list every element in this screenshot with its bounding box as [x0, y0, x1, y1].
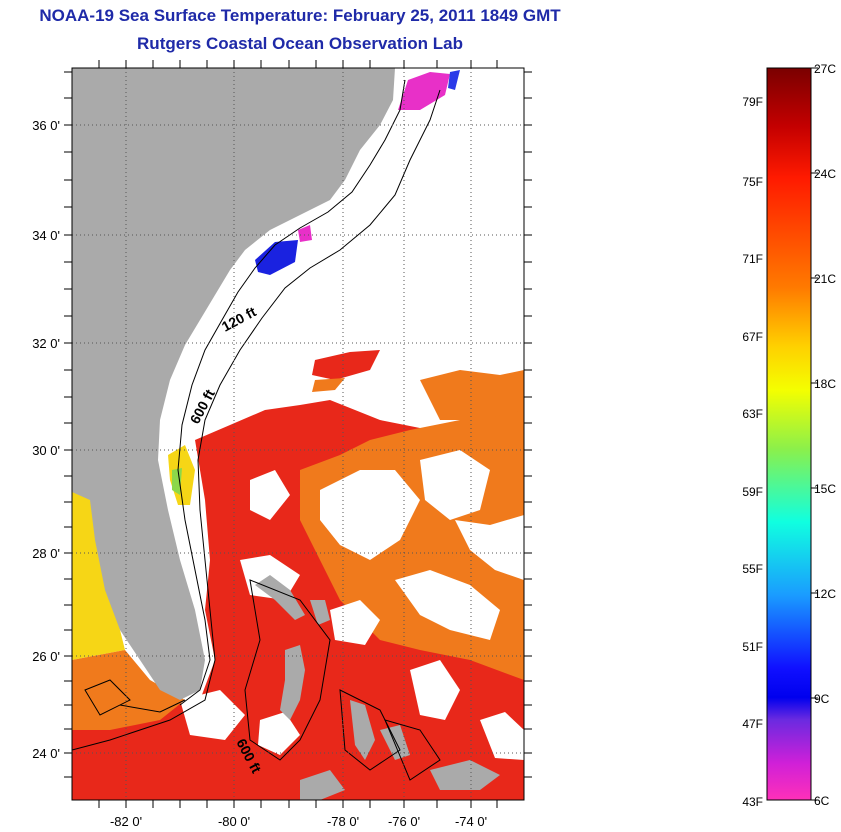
- map-ticks: [64, 60, 532, 808]
- celsius-label: 24C: [814, 167, 836, 181]
- lat-label: 26 0': [32, 649, 60, 664]
- map-frame: [71, 67, 525, 801]
- map-subtitle: Rutgers Coastal Ocean Observation Lab: [137, 34, 463, 53]
- fahrenheit-label: 75F: [742, 175, 763, 189]
- fahrenheit-label: 59F: [742, 485, 763, 499]
- celsius-label: 21C: [814, 272, 836, 286]
- map-gridlines: [72, 68, 524, 800]
- latitude-labels: 36 0' 34 0' 32 0' 30 0' 28 0' 26 0' 24 0…: [32, 118, 60, 761]
- lon-label: -78 0': [327, 814, 359, 829]
- celsius-label: 18C: [814, 377, 836, 391]
- celsius-label: 9C: [814, 692, 830, 706]
- cold-patch: [255, 240, 298, 275]
- lat-label: 24 0': [32, 746, 60, 761]
- lat-label: 28 0': [32, 546, 60, 561]
- colorbar-ticks: [811, 67, 818, 801]
- celsius-label: 12C: [814, 587, 836, 601]
- lon-label: -80 0': [218, 814, 250, 829]
- celsius-label: 15C: [814, 482, 836, 496]
- fahrenheit-label: 55F: [742, 562, 763, 576]
- fahrenheit-labels: 79F 75F 71F 67F 63F 59F 55F 51F 47F 43F: [742, 95, 763, 809]
- lon-label: -76 0': [388, 814, 420, 829]
- gulf-water-region: [72, 490, 125, 660]
- land-bahamas: [280, 645, 305, 720]
- lat-label: 30 0': [32, 443, 60, 458]
- fahrenheit-label: 79F: [742, 95, 763, 109]
- map-area: [72, 68, 524, 800]
- lon-label: -82 0': [110, 814, 142, 829]
- celsius-labels: 27C 24C 21C 18C 15C 12C 9C 6C: [814, 62, 836, 808]
- land-mainland: [72, 68, 395, 700]
- longitude-labels: -82 0' -80 0' -78 0' -76 0' -74 0': [110, 814, 487, 829]
- lat-label: 36 0': [32, 118, 60, 133]
- celsius-label: 6C: [814, 794, 830, 808]
- fahrenheit-label: 43F: [742, 795, 763, 809]
- magenta-patch: [398, 72, 450, 110]
- fahrenheit-label: 51F: [742, 640, 763, 654]
- map-title: NOAA-19 Sea Surface Temperature: Februar…: [39, 6, 561, 25]
- celsius-label: 27C: [814, 62, 836, 76]
- lat-label: 34 0': [32, 228, 60, 243]
- fahrenheit-label: 63F: [742, 407, 763, 421]
- temperature-colorbar: [766, 67, 812, 801]
- fahrenheit-label: 47F: [742, 717, 763, 731]
- bathymetry-contours: [72, 79, 441, 781]
- fahrenheit-label: 71F: [742, 252, 763, 266]
- lon-label: -74 0': [455, 814, 487, 829]
- fahrenheit-label: 67F: [742, 330, 763, 344]
- lat-label: 32 0': [32, 336, 60, 351]
